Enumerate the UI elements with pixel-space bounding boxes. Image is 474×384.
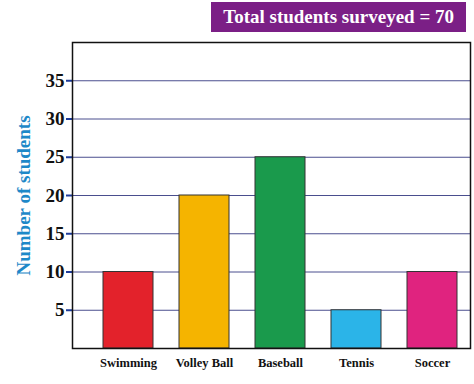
svg-text:Soccer: Soccer <box>415 356 451 370</box>
svg-text:30: 30 <box>46 108 65 129</box>
svg-text:Tennis: Tennis <box>339 356 374 370</box>
svg-text:5: 5 <box>55 299 65 320</box>
svg-text:Volley Ball: Volley Ball <box>176 356 234 370</box>
html-text:Total students surveyed = 70: Total students surveyed = 70 <box>223 6 454 27</box>
svg-text:Baseball: Baseball <box>258 356 304 370</box>
svg-text:Swimming: Swimming <box>100 356 158 370</box>
svg-text:10: 10 <box>46 261 65 282</box>
svg-text:Number of students: Number of students <box>13 115 34 275</box>
svg-text:15: 15 <box>46 223 65 244</box>
svg-text:20: 20 <box>46 185 65 206</box>
svg-text:25: 25 <box>46 146 65 167</box>
svg-text:35: 35 <box>46 70 65 91</box>
